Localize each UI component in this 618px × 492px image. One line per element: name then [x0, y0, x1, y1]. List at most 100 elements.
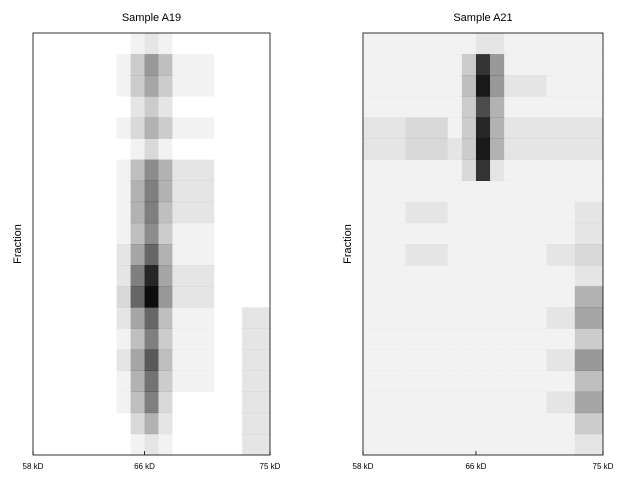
heat-cell: [405, 286, 448, 308]
heat-cell: [490, 412, 505, 435]
heat-cell: [172, 33, 214, 54]
heat-cell: [242, 370, 270, 392]
heat-cell: [158, 286, 173, 308]
heat-cell: [461, 307, 476, 329]
heat-cell: [447, 96, 462, 118]
heat-cell: [242, 286, 270, 307]
heat-cell: [130, 328, 145, 350]
heat-cell: [461, 75, 476, 97]
heat-cell: [574, 412, 603, 435]
heat-cell: [116, 180, 131, 203]
heat-cell: [33, 328, 75, 349]
heat-cell: [490, 54, 505, 76]
heat-cell: [214, 96, 242, 117]
heat-cell: [158, 138, 173, 160]
heat-cell: [242, 33, 270, 54]
heat-cell: [447, 412, 462, 435]
heat-cell: [475, 33, 491, 55]
heat-cell: [447, 138, 462, 160]
heat-cell: [574, 370, 603, 392]
heat-cell: [242, 160, 270, 181]
heat-cell: [504, 96, 547, 118]
heat-cell: [546, 370, 575, 392]
heat-cell: [504, 33, 547, 55]
heat-cell: [546, 54, 575, 76]
heat-cell: [242, 433, 270, 456]
heat-cell: [75, 265, 117, 286]
heat-cell: [504, 117, 547, 139]
heat-cell: [447, 328, 462, 350]
heat-cell: [242, 349, 270, 371]
heat-cell: [504, 412, 547, 435]
heat-cell: [475, 349, 491, 371]
heat-cell: [574, 33, 603, 55]
heat-cell: [116, 265, 131, 287]
heat-cell: [33, 96, 75, 117]
heat-cell: [116, 222, 131, 245]
heat-cell: [405, 96, 448, 118]
heat-cell: [144, 75, 159, 97]
heat-cell: [214, 413, 242, 434]
heat-cell: [504, 307, 547, 329]
heat-cell: [144, 412, 159, 435]
heat-cell: [75, 117, 117, 138]
heat-cell: [363, 117, 406, 139]
heat-cell: [116, 201, 131, 224]
heat-cell: [158, 433, 173, 456]
x-tick-label: 75 kD: [260, 462, 281, 471]
heat-cell: [144, 328, 159, 350]
x-tick-label: 66 kD: [465, 462, 486, 471]
heat-cell: [363, 54, 406, 76]
heat-cell: [158, 349, 173, 371]
heat-cell: [574, 54, 603, 76]
heat-cell: [144, 117, 159, 139]
heat-cell: [475, 180, 491, 203]
heat-cell: [172, 75, 215, 97]
heat-cell: [405, 117, 448, 139]
heat-cell: [504, 75, 547, 97]
heat-cell: [504, 286, 547, 308]
heat-cell: [405, 244, 448, 266]
heat-cell: [75, 328, 117, 349]
heat-cell: [574, 117, 603, 139]
heat-cell: [490, 96, 505, 118]
heat-cell: [447, 201, 462, 224]
heat-cell: [75, 244, 117, 265]
heat-cell: [172, 54, 215, 76]
heat-cell: [75, 307, 117, 328]
heat-cell: [144, 96, 159, 118]
heat-cell: [214, 392, 242, 413]
heat-cell: [158, 117, 173, 139]
heat-cell: [130, 54, 145, 76]
heat-cell: [475, 433, 491, 456]
heat-cell: [144, 201, 159, 224]
heat-cell: [504, 201, 547, 224]
heat-cell: [242, 328, 270, 350]
heat-cell: [461, 33, 476, 55]
heat-cell: [75, 54, 117, 75]
heat-cell: [242, 117, 270, 138]
heat-cell: [475, 307, 491, 329]
heat-cell: [405, 180, 448, 203]
heat-cell: [490, 117, 505, 139]
heat-cell: [214, 371, 242, 392]
heat-cell: [461, 370, 476, 392]
heat-cell: [144, 159, 159, 181]
heat-cell: [475, 75, 491, 97]
heat-cell: [546, 307, 575, 329]
heat-cell: [172, 307, 215, 329]
heat-cell: [490, 180, 505, 203]
heat-cell: [574, 349, 603, 371]
heat-cell: [490, 349, 505, 371]
heat-cell: [490, 286, 505, 308]
heat-cell: [116, 370, 131, 392]
heat-cell: [405, 201, 448, 224]
heat-cell: [363, 159, 406, 181]
heat-cell: [490, 433, 505, 456]
heat-cell: [546, 138, 575, 160]
heat-cell: [546, 201, 575, 224]
heat-cell: [475, 391, 491, 414]
heat-cell: [475, 54, 491, 76]
heat-cell: [490, 222, 505, 245]
